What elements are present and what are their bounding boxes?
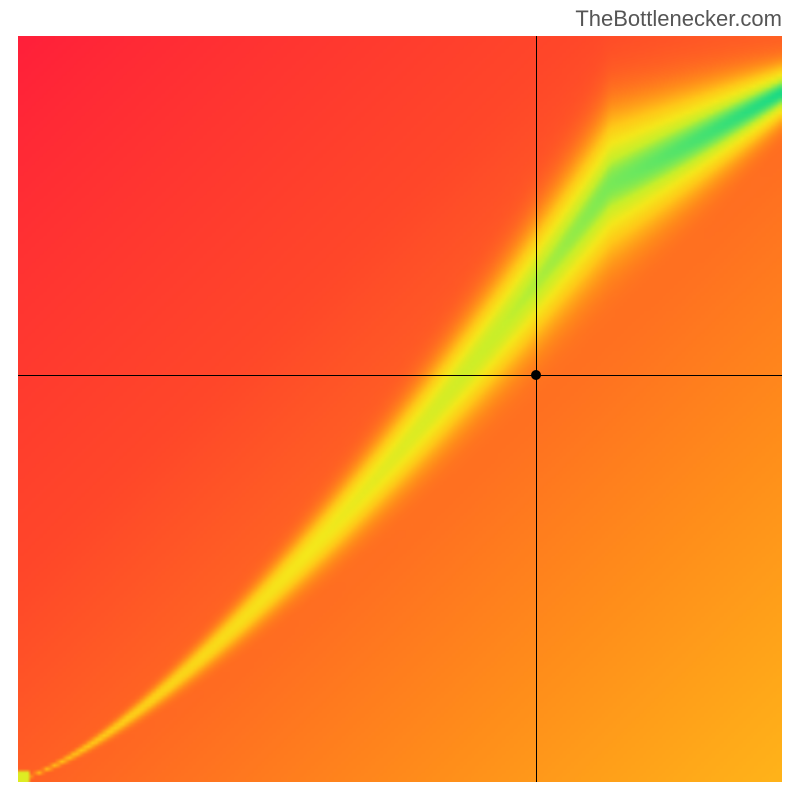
chart-container: TheBottlenecker.com [0, 0, 800, 800]
crosshair-horizontal-line [18, 375, 782, 376]
watermark-text: TheBottlenecker.com [575, 6, 782, 32]
heatmap-plot [18, 36, 782, 782]
crosshair-dot [531, 370, 541, 380]
crosshair-vertical-line [536, 36, 537, 782]
heatmap-canvas [18, 36, 782, 782]
